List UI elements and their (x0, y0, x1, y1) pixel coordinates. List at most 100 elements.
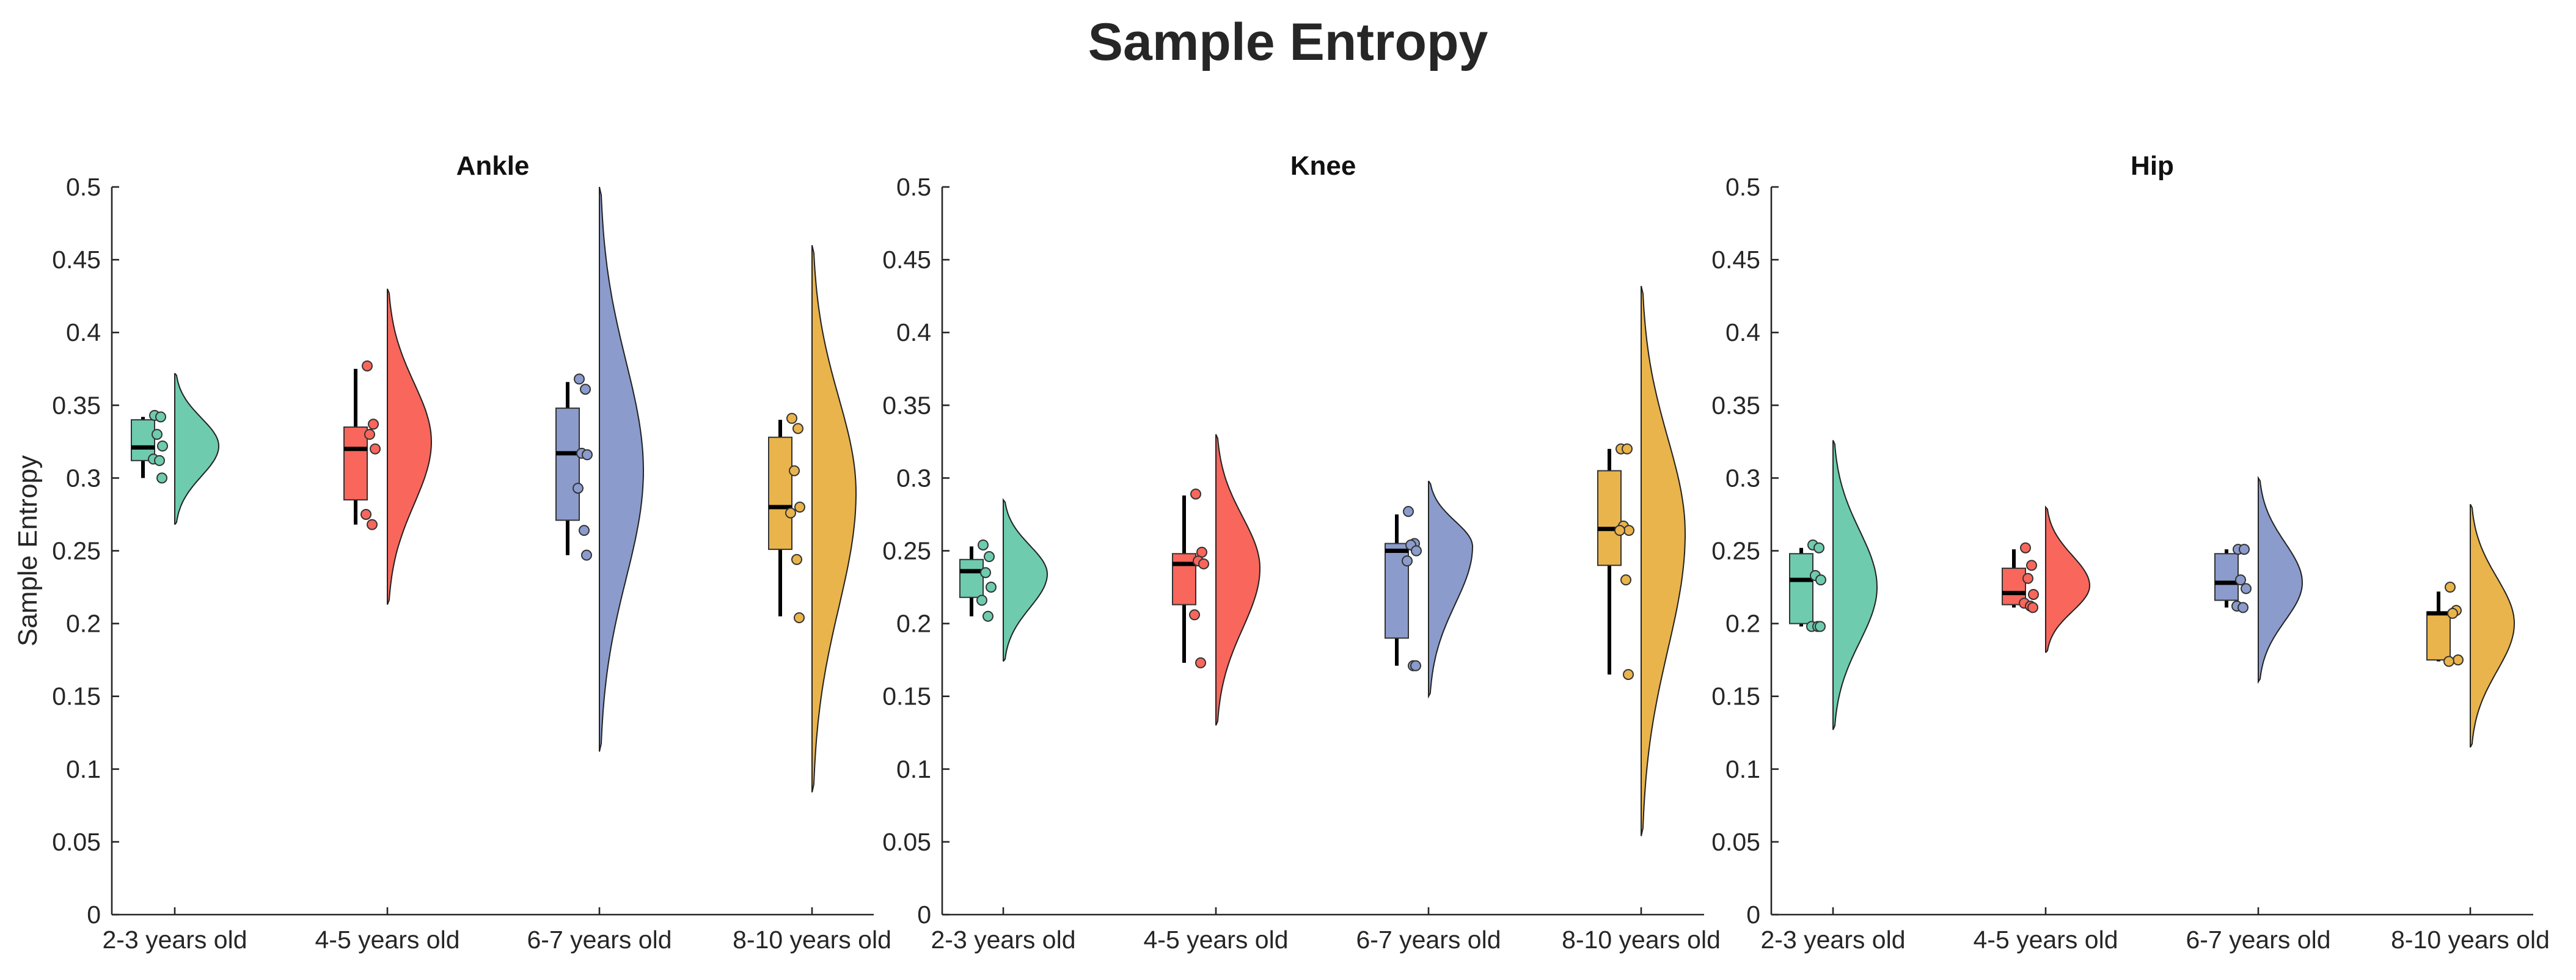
box-hip-6-7-years-old (2214, 553, 2239, 601)
panel-knee: Knee 0 0.05 0.1 0.15 0.2 0.25 0.3 0.35 0.4 0.45 0.5… (882, 151, 1721, 954)
data-point-hip-4-5-years-old (2026, 560, 2037, 571)
data-point-knee-2-3-years-old (976, 594, 987, 606)
x-tick-label: 6-7 years old (527, 926, 671, 954)
data-point-ankle-2-3-years-old (157, 440, 168, 452)
density-cloud-knee-4-5-years-old (1215, 434, 1261, 726)
y-tick-label: 0.1 (896, 755, 931, 783)
data-point-ankle-8-10-years-old (792, 423, 803, 434)
data-point-knee-8-10-years-old (1622, 443, 1633, 455)
box-knee-6-7-years-old (1385, 543, 1409, 639)
box-ankle-6-7-years-old (555, 408, 580, 521)
data-point-hip-2-3-years-old (1813, 542, 1824, 554)
density-cloud-knee-8-10-years-old (1641, 285, 1686, 836)
box-ankle-4-5-years-old (343, 426, 368, 501)
y-tick-label: 0.4 (66, 318, 101, 346)
density-cloud-hip-4-5-years-old (2045, 505, 2091, 653)
density-cloud-hip-8-10-years-old (2470, 503, 2516, 748)
data-point-knee-6-7-years-old (1403, 506, 1414, 517)
y-tick-label: 0.5 (896, 173, 931, 201)
data-point-knee-2-3-years-old (978, 539, 989, 550)
data-point-hip-6-7-years-old (2239, 544, 2250, 555)
data-point-ankle-6-7-years-old (579, 525, 590, 536)
y-tick-label: 0.25 (1711, 537, 1760, 565)
x-tick-label: 6-7 years old (2186, 926, 2330, 954)
data-point-knee-4-5-years-old (1189, 609, 1200, 621)
panel-title-hip: Hip (2131, 151, 2174, 181)
data-point-hip-8-10-years-old (2445, 582, 2456, 593)
y-axis-label: Sample Entropy (13, 455, 43, 646)
y-tick-label: 0.2 (896, 610, 931, 638)
box-hip-2-3-years-old (1789, 553, 1813, 624)
data-point-ankle-6-7-years-old (580, 384, 591, 395)
data-point-hip-8-10-years-old (2453, 654, 2464, 666)
data-point-ankle-6-7-years-old (574, 373, 585, 385)
data-point-knee-8-10-years-old (1623, 525, 1634, 536)
x-tick-label: 2-3 years old (1760, 926, 1905, 954)
data-point-hip-2-3-years-old (1815, 621, 1826, 632)
density-cloud-ankle-4-5-years-old (387, 288, 433, 605)
y-tick-label: 0.15 (52, 682, 101, 711)
x-tick-label: 8-10 years old (2391, 926, 2550, 954)
box-ankle-8-10-years-old (768, 436, 792, 550)
x-tick-label: 2-3 years old (102, 926, 247, 954)
data-point-hip-6-7-years-old (2241, 583, 2252, 594)
data-point-ankle-2-3-years-old (156, 472, 167, 484)
y-tick-label: 0.35 (1711, 391, 1760, 419)
density-cloud-ankle-8-10-years-old (811, 245, 857, 793)
box-ankle-2-3-years-old (131, 419, 155, 461)
data-point-ankle-8-10-years-old (789, 465, 800, 477)
box-knee-2-3-years-old (959, 558, 984, 598)
data-point-ankle-4-5-years-old (367, 519, 378, 530)
y-tick-label: 0.1 (66, 755, 101, 783)
data-point-knee-6-7-years-old (1410, 660, 1421, 671)
x-tick-label: 8-10 years old (733, 926, 891, 954)
panel-hip: Hip 0 0.05 0.1 0.15 0.2 0.25 0.3 0.35 0.4 0.45 0.5 2… (1711, 151, 2550, 954)
data-point-knee-4-5-years-old (1198, 558, 1209, 569)
data-point-ankle-2-3-years-old (154, 455, 165, 466)
data-point-ankle-6-7-years-old (573, 483, 584, 494)
density-cloud-ankle-6-7-years-old (599, 186, 645, 752)
y-tick-label: 0.35 (52, 391, 101, 419)
x-tick-label: 4-5 years old (1973, 926, 2118, 954)
y-tick-label: 0.05 (1711, 828, 1760, 856)
data-point-hip-4-5-years-old (2027, 602, 2038, 613)
density-cloud-ankle-2-3-years-old (174, 373, 220, 525)
data-point-ankle-8-10-years-old (794, 612, 805, 624)
data-point-hip-8-10-years-old (2443, 656, 2454, 667)
y-tick-label: 0.3 (1725, 464, 1760, 492)
data-point-hip-2-3-years-old (1815, 574, 1826, 586)
y-tick-label: 0.4 (896, 318, 931, 346)
data-point-knee-8-10-years-old (1623, 668, 1634, 680)
data-point-knee-6-7-years-old (1402, 555, 1413, 567)
data-point-ankle-8-10-years-old (794, 502, 805, 513)
y-tick-label: 0.2 (66, 610, 101, 638)
chart-title: Sample Entropy (1088, 13, 1488, 71)
data-point-knee-2-3-years-old (984, 551, 995, 563)
data-point-ankle-4-5-years-old (360, 508, 371, 520)
y-tick-label: 0.5 (66, 173, 101, 201)
y-tick-label: 0.05 (882, 828, 931, 856)
y-tick-label: 0.45 (1711, 246, 1760, 274)
data-point-ankle-4-5-years-old (364, 428, 375, 440)
y-tick-label: 0.5 (1725, 173, 1760, 201)
y-tick-label: 0.3 (66, 464, 101, 492)
panel-ankle: Ankle 0 0.05 0.1 0.15 0.2 0.25 0.3 0.35 0.4 0.45 0.… (52, 151, 891, 954)
data-point-ankle-2-3-years-old (155, 411, 166, 423)
box-hip-8-10-years-old (2426, 611, 2451, 661)
data-point-knee-6-7-years-old (1411, 545, 1422, 557)
y-tick-label: 0.45 (882, 246, 931, 274)
y-tick-label: 0.1 (1725, 755, 1760, 783)
y-tick-label: 0 (87, 901, 101, 929)
data-point-ankle-4-5-years-old (370, 443, 381, 455)
data-point-knee-4-5-years-old (1190, 488, 1201, 500)
y-tick-label: 0.45 (52, 246, 101, 274)
data-point-ankle-8-10-years-old (786, 412, 797, 424)
density-cloud-knee-2-3-years-old (1003, 498, 1048, 662)
x-tick-label: 8-10 years old (1562, 926, 1721, 954)
data-point-ankle-6-7-years-old (582, 449, 593, 461)
density-cloud-knee-6-7-years-old (1428, 480, 1474, 699)
y-tick-label: 0.2 (1725, 610, 1760, 638)
y-tick-label: 0.15 (1711, 682, 1760, 711)
x-tick-label: 6-7 years old (1356, 926, 1501, 954)
box-knee-4-5-years-old (1172, 553, 1196, 605)
